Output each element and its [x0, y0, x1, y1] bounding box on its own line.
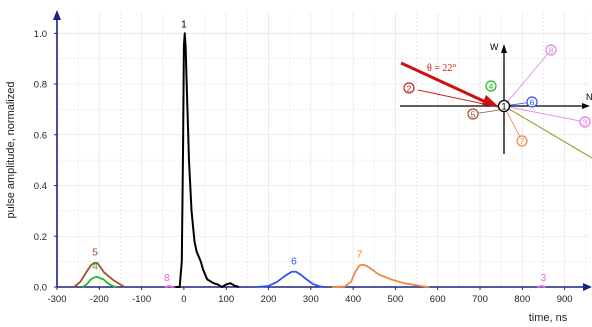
inset-marker-label-5: 5	[471, 109, 476, 119]
y-axis-title: pulse amplitude, normalized	[5, 82, 17, 219]
inset-marker-label-8: 8	[549, 45, 554, 55]
series-line-3	[536, 285, 546, 288]
x-tick-label: -200	[90, 294, 109, 305]
x-tick-label: 0	[181, 294, 186, 305]
x-tick-label: 500	[387, 294, 403, 305]
series-line-1	[175, 32, 240, 288]
x-axis-arrow	[583, 283, 592, 291]
inset-ray-7	[503, 105, 523, 142]
x-tick-label: 400	[345, 294, 361, 305]
inset-ray-8	[503, 49, 552, 107]
inset-marker-label-3: 3	[583, 117, 588, 127]
x-tick-label: -300	[47, 294, 66, 305]
inset-red-arrow	[400, 61, 491, 106]
peak-label-7: 7	[357, 249, 363, 261]
inset-marker-5	[467, 108, 479, 120]
y-tick-label: 0.8	[34, 80, 47, 91]
peak-label-8: 8	[164, 272, 170, 284]
series-line-5	[73, 261, 126, 288]
inset-olive-line	[503, 105, 592, 159]
x-tick-label: 600	[430, 294, 446, 305]
peak-label-5: 5	[92, 247, 98, 259]
x-tick-label: 700	[472, 294, 488, 305]
peak-label-4: 4	[92, 261, 98, 273]
inset-n-arrow	[582, 103, 590, 109]
axes: -300 -200 -100 0 100 200 300 400 500 600 700 800 900…	[34, 10, 592, 305]
y-tick-label: 0.0	[34, 283, 47, 294]
series-line-4	[81, 275, 117, 288]
series-line-6	[255, 270, 324, 288]
inset-red-arrowhead	[482, 95, 499, 107]
inset-marker-label-7: 7	[520, 136, 525, 146]
direction-inset: θ = 22° W N 1 2 3 4 5 6 7 8	[400, 42, 592, 159]
inset-marker-label-6: 6	[530, 97, 535, 107]
x-tick-label: 900	[557, 294, 573, 305]
x-tick-label: 100	[218, 294, 234, 305]
x-tick-label: 200	[261, 294, 277, 305]
y-axis-arrow	[53, 10, 61, 20]
inset-marker-label-2: 2	[407, 83, 412, 93]
series-line-8	[164, 285, 174, 288]
peak-label-6: 6	[291, 256, 297, 268]
inset-marker-8	[545, 44, 557, 56]
peak-label-3: 3	[541, 272, 547, 284]
x-tick-label: 300	[303, 294, 319, 305]
peak-labels: 1 5 4 8 6 7 3	[92, 18, 546, 284]
grid	[56, 13, 590, 287]
x-tick-label: -100	[132, 294, 151, 305]
y-tick-label: 1.0	[34, 29, 47, 40]
inset-ray-3	[503, 105, 586, 123]
inset-marker-3	[579, 116, 591, 128]
y-tick-label: 0.4	[34, 181, 47, 192]
inset-w-arrow	[501, 44, 507, 53]
inset-angle-label: θ = 22°	[427, 63, 456, 74]
inset-marker-label-4: 4	[489, 81, 494, 91]
series-lines	[73, 32, 546, 288]
inset-center-marker	[497, 99, 511, 113]
x-axis-title: time, ns	[529, 312, 568, 324]
y-tick-label: 0.2	[34, 232, 47, 243]
peak-label-1: 1	[181, 18, 187, 30]
inset-n-label: N	[586, 92, 592, 102]
inset-marker-7	[516, 135, 528, 147]
series-line-7	[331, 263, 430, 288]
x-tick-label: 800	[514, 294, 530, 305]
inset-marker-6	[526, 96, 538, 108]
inset-center-label: 1	[501, 102, 506, 112]
y-tick-label: 0.6	[34, 130, 47, 141]
inset-w-label: W	[490, 42, 499, 52]
inset-marker-2	[403, 82, 415, 94]
inset-marker-4	[485, 80, 497, 92]
